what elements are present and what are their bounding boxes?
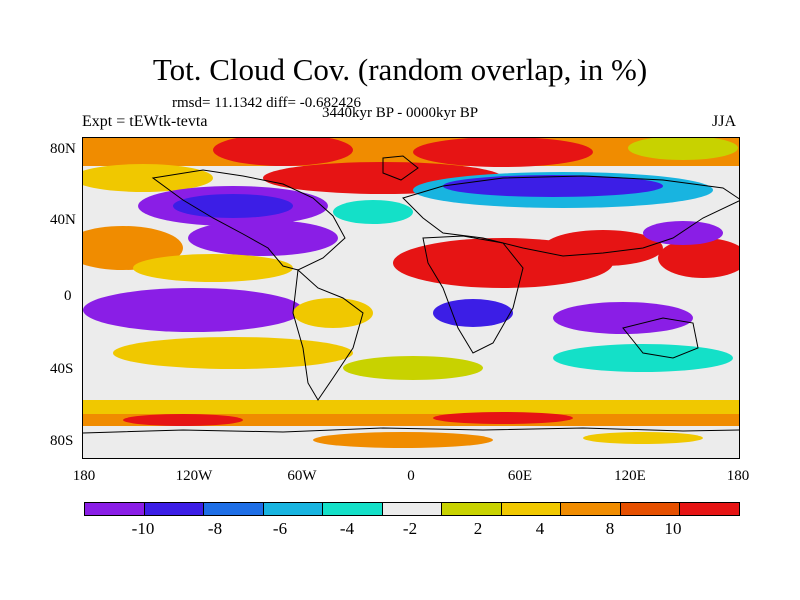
greenland-coast: [382, 155, 419, 181]
lon-label-0: 0: [407, 468, 415, 484]
arctic-red-patch: [213, 138, 353, 166]
colorbar-segment: [680, 503, 740, 515]
atlantic-teal: [333, 200, 413, 224]
colorbar-label: -8: [207, 519, 223, 538]
equator-purple: [83, 288, 303, 332]
eurasia-coast: [402, 175, 739, 257]
southern-ocean-yellow: [83, 400, 739, 414]
south-teal: [553, 344, 733, 372]
africa-coast: [422, 235, 524, 354]
lat-label-80s: 80S: [50, 433, 74, 449]
southern-ocean-orange: [83, 414, 739, 426]
colorbar-label: -10: [131, 519, 155, 538]
colorbar-segment: [263, 503, 324, 515]
south-yellow: [113, 337, 353, 369]
colorbar-segment: [442, 503, 502, 515]
lon-label-60w: 60W: [287, 468, 317, 484]
north-yellow-band: [83, 164, 213, 192]
lon-label-120e: 120E: [614, 468, 646, 484]
plot-title: Tot. Cloud Cov. (random overlap, in %): [152, 52, 648, 87]
colorbar-segment: [501, 503, 562, 515]
colorbar-label: 8: [605, 519, 615, 538]
colorbar: [84, 502, 740, 516]
lon-label-180w: 180: [72, 468, 96, 484]
colorbar-segment: [382, 503, 443, 515]
colorbar-segment: [144, 503, 205, 515]
experiment-label: Expt = tEWtk-tevta: [82, 113, 208, 130]
amazon-yellow: [293, 298, 373, 328]
antarctic-yellow: [583, 432, 703, 444]
southern-red-1: [123, 414, 243, 426]
lon-label-120w: 120W: [175, 468, 213, 484]
period-label: 3440kyr BP - 0000kyr BP: [322, 105, 479, 121]
lat-label-40s: 40S: [50, 361, 74, 377]
epacific-purple: [188, 220, 338, 256]
colorbar-label: 2: [473, 519, 483, 538]
season-label: JJA: [712, 113, 737, 130]
coastlines: [83, 155, 739, 434]
colorbar-label: 10: [664, 519, 682, 538]
colorbar-segment: [561, 503, 621, 515]
stats-text: rmsd= 11.1342 diff= -0.682426: [172, 95, 361, 111]
antarctica-coast: [83, 427, 739, 434]
colorbar-segment: [323, 503, 383, 515]
cloud-anomaly-field: [83, 138, 739, 458]
south-america-coast: [292, 268, 364, 401]
npacific-blue: [173, 194, 293, 218]
lat-label-0: 0: [64, 288, 72, 304]
indian-purple: [553, 302, 693, 334]
arctic-band: [83, 138, 739, 166]
asia-red: [543, 230, 663, 266]
lon-label-60e: 60E: [507, 468, 533, 484]
tropic-yellow: [133, 254, 293, 282]
arctic-red-patch-east: [413, 138, 593, 167]
southern-red-2: [433, 412, 573, 424]
eurasia-blue: [443, 175, 663, 197]
colorbar-label: -6: [272, 519, 288, 538]
australia-coast: [622, 317, 699, 359]
wpac-purple: [643, 221, 723, 245]
lon-label-180e: 180: [726, 468, 750, 484]
colorbar-segment: [620, 503, 681, 515]
lat-label-80n: 80N: [50, 141, 76, 157]
colorbar-segment: [85, 503, 145, 515]
south-atlantic-yellow: [343, 356, 483, 380]
antarctic-orange: [313, 432, 493, 448]
colorbar-segment: [204, 503, 264, 515]
colorbar-label: -2: [402, 519, 418, 538]
map-panel: [82, 137, 740, 459]
colorbar-label: -4: [339, 519, 355, 538]
wpac-red: [658, 238, 739, 278]
lat-label-40n: 40N: [50, 212, 76, 228]
africa-blue: [433, 299, 513, 327]
colorbar-label: 4: [535, 519, 545, 538]
north-america-coast: [151, 169, 346, 271]
arctic-yellow-patch: [628, 138, 738, 160]
